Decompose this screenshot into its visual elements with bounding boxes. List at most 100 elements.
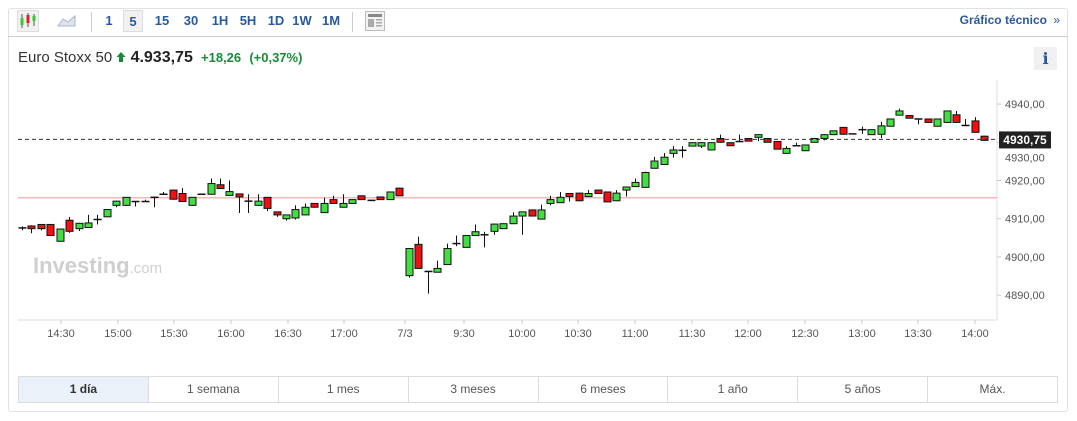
candle [650, 156, 659, 169]
candle-body [395, 187, 404, 197]
candle-body [112, 200, 121, 206]
x-tick-label: 16:30 [274, 328, 302, 340]
range-4[interactable]: 6 meses [539, 377, 669, 402]
candle [669, 146, 678, 158]
area-chart-button[interactable] [56, 10, 78, 32]
candle [178, 188, 187, 203]
technical-chart-link[interactable]: Gráfico técnico » [960, 13, 1060, 27]
range-0[interactable]: 1 día [19, 377, 149, 402]
candle-body [707, 142, 716, 151]
candle-body [291, 209, 300, 219]
candle [65, 216, 74, 233]
candle-body [594, 189, 603, 195]
interval-1[interactable]: 1 [105, 13, 113, 28]
candle [329, 195, 338, 204]
candle [707, 142, 716, 151]
interval-1d[interactable]: 1D [267, 13, 285, 28]
candle [310, 202, 319, 208]
x-tick-label: 11:00 [622, 328, 649, 340]
x-tick-label: 12:30 [791, 328, 819, 340]
candle [631, 178, 640, 188]
candle [273, 211, 282, 217]
candle [320, 197, 329, 214]
candle [395, 187, 404, 197]
candle-body [829, 130, 838, 136]
candle [924, 118, 933, 123]
candle [537, 204, 546, 220]
candle [216, 178, 225, 190]
candle-body [839, 126, 848, 135]
candle [490, 223, 499, 235]
candle [678, 146, 687, 158]
price-change: +18,26 [201, 50, 242, 65]
candle-body [905, 115, 914, 119]
x-tick-label: 17:00 [330, 328, 358, 340]
candle [726, 142, 735, 147]
news-layout-icon [365, 11, 385, 31]
candle [877, 122, 886, 139]
interval-15[interactable]: 15 [154, 13, 170, 28]
info-button[interactable]: i [1034, 47, 1057, 70]
candle-body [499, 223, 508, 230]
range-7[interactable]: Máx. [979, 382, 1006, 396]
candle [952, 110, 961, 123]
candle [339, 194, 348, 208]
candle-body [386, 191, 395, 201]
layout-button[interactable] [364, 10, 386, 32]
range-5[interactable]: 1 año [668, 377, 799, 402]
candle [980, 135, 989, 141]
candle [943, 110, 952, 123]
interval-1m[interactable]: 1M [321, 13, 341, 28]
candle [518, 211, 527, 235]
candle [376, 196, 385, 201]
candle [471, 224, 480, 237]
candle-body [943, 110, 952, 123]
x-tick-label: 15:00 [104, 328, 132, 340]
range-1[interactable]: 1 semana [149, 377, 279, 402]
interval-1h[interactable]: 1H [211, 13, 229, 28]
watermark-brand: Investing [33, 253, 130, 278]
y-tick-label: 4930,00 [1005, 152, 1045, 164]
candle-body [56, 228, 65, 242]
candle [660, 152, 669, 165]
candle [773, 141, 782, 150]
candle-body [688, 142, 697, 147]
last-price-label: 4930,75 [1003, 133, 1047, 147]
candle [159, 191, 168, 196]
candle [716, 134, 725, 143]
candle-body [528, 209, 537, 217]
range-3[interactable]: 3 meses [409, 377, 539, 402]
candle [348, 199, 357, 204]
interval-30[interactable]: 30 [183, 13, 199, 28]
candle-body [650, 160, 659, 169]
candle [235, 193, 244, 213]
interval-5h[interactable]: 5H [239, 13, 257, 28]
candle-body [773, 141, 782, 150]
range-6[interactable]: 5 años [798, 377, 929, 402]
candle-body [122, 196, 131, 206]
candlestick-chart-button[interactable] [17, 10, 39, 32]
candle [801, 144, 810, 152]
candle-body [320, 202, 329, 214]
candle-body [509, 215, 518, 225]
range-2[interactable]: 1 mes [279, 377, 409, 402]
candle-body [46, 223, 55, 237]
candle-body [405, 248, 414, 277]
candle [480, 231, 489, 248]
candle [46, 223, 55, 237]
candle [207, 178, 216, 195]
candle [829, 130, 838, 136]
candle [254, 194, 263, 206]
arrow-up-icon [116, 52, 126, 62]
candle-body [518, 211, 527, 217]
candle [131, 200, 140, 207]
toolbar-divider [91, 12, 92, 32]
interval-1w[interactable]: 1W [292, 13, 312, 28]
candle-body [348, 199, 357, 204]
candle [763, 137, 772, 143]
candle-body [178, 193, 187, 203]
price-change-percent: (+0,37%) [249, 50, 303, 65]
candle [612, 190, 621, 202]
candle-body [895, 110, 904, 116]
interval-5[interactable]: 5 [123, 10, 143, 32]
